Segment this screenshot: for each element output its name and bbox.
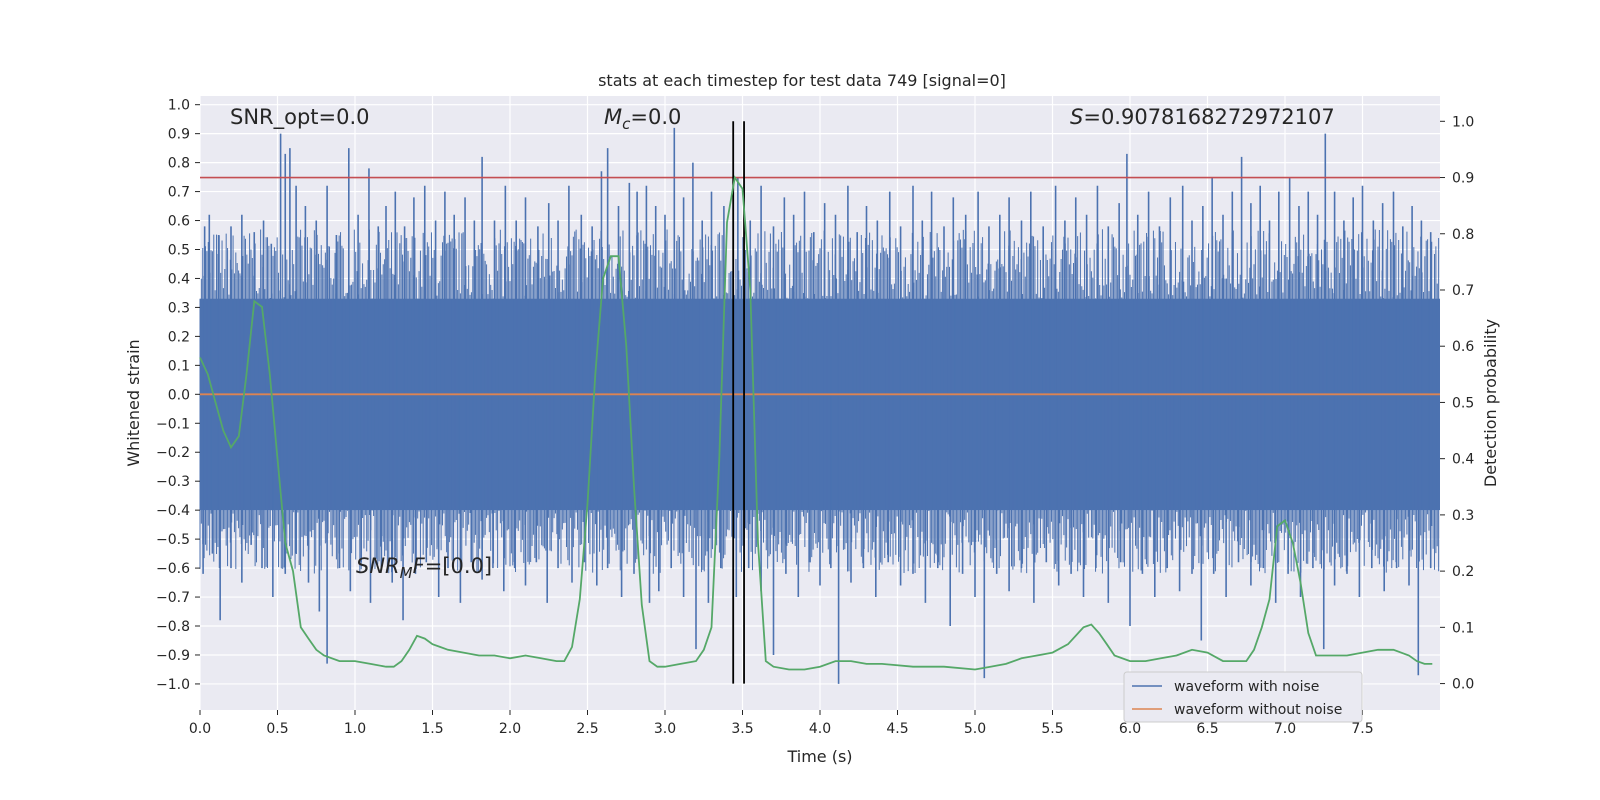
y-tick-label-16: −0.6	[156, 561, 190, 577]
x-tick-label-6: 3.0	[654, 721, 676, 737]
legend-box	[1123, 671, 1363, 723]
y-axis-ticks: 1.0 0.9 0.8 0.7 0.6 0.5 0.4 0.3 0.2 0.1 0.0 −0.1 −0.…	[156, 98, 200, 693]
x-tick-label-11: 5.5	[1041, 721, 1063, 737]
annotation-mc-symbol: M	[604, 105, 622, 129]
y-tick-label-19: −0.9	[156, 648, 190, 664]
y2-tick-label-6: 0.4	[1452, 452, 1474, 468]
y2-tick-label-0: 1.0	[1452, 114, 1474, 130]
annotation-mc-sub: c	[622, 115, 631, 133]
x-tick-label-3: 1.5	[421, 721, 443, 737]
x-tick-label-14: 7.0	[1274, 721, 1296, 737]
y-tick-label-6: 0.4	[168, 271, 190, 287]
annotation-snrmf-tail: F	[413, 554, 426, 578]
y-tick-label-17: −0.7	[156, 590, 190, 606]
waveform-with-noise-series	[199, 127, 1440, 684]
x-tick-label-10: 5.0	[964, 721, 986, 737]
x-axis-ticks: 0.0 0.5 1.0 1.5 2.0 2.5 3.0 3.5 4.0 4.5 5.0 5.5 6.0 6…	[189, 710, 1374, 737]
x-tick-label-9: 4.5	[886, 721, 908, 737]
y-tick-label-5: 0.5	[168, 243, 190, 259]
y2-tick-label-5: 0.5	[1452, 395, 1474, 411]
x-tick-label-7: 3.5	[731, 721, 753, 737]
y-tick-label-18: −0.8	[156, 619, 190, 635]
chart-title: stats at each timestep for test data 749…	[598, 71, 1006, 90]
y-tick-label-8: 0.2	[168, 329, 190, 345]
annotation-mc-value: =0.0	[630, 105, 681, 129]
detection-probability-line	[199, 175, 1433, 671]
y-tick-label-1: 0.9	[168, 127, 190, 143]
y2-tick-label-7: 0.3	[1452, 508, 1474, 524]
x-tick-label-1: 0.5	[266, 721, 288, 737]
x-tick-label-15: 7.5	[1351, 721, 1373, 737]
y-tick-label-10: 0.0	[168, 387, 190, 403]
annotation-snr-opt: SNR_opt=0.0	[230, 105, 370, 130]
y2-axis-ticks: 1.0 0.9 0.8 0.7 0.6 0.5 0.4 0.3 0.2 0.1 0.0	[1440, 114, 1474, 693]
y-tick-label-0: 1.0	[168, 98, 190, 114]
y-tick-label-9: 0.1	[168, 358, 190, 374]
y-tick-label-4: 0.6	[168, 214, 190, 230]
y2-tick-label-4: 0.6	[1452, 339, 1474, 355]
y2-tick-label-10: 0.0	[1452, 677, 1474, 693]
y2-tick-label-1: 0.9	[1452, 171, 1474, 187]
y2-tick-label-8: 0.2	[1452, 564, 1474, 580]
x-tick-label-2: 1.0	[344, 721, 366, 737]
y-tick-label-12: −0.2	[156, 445, 190, 461]
y2-axis-label: Detection probability	[1481, 319, 1500, 487]
x-tick-label-4: 2.0	[499, 721, 521, 737]
y-axis-label: Whitened strain	[124, 339, 143, 466]
legend: waveform with noise waveform without noi…	[1123, 671, 1363, 723]
x-axis-label: Time (s)	[786, 747, 852, 766]
legend-label-clean: waveform without noise	[1174, 702, 1342, 718]
x-tick-label-12: 6.0	[1119, 721, 1141, 737]
annotation-snr-mf: SNRMF=[0.0]	[356, 554, 492, 582]
legend-label-noise: waveform with noise	[1174, 679, 1319, 695]
annotation-s-value: =0.9078168272972107	[1083, 105, 1334, 129]
y2-tick-label-2: 0.8	[1452, 227, 1474, 243]
annotation-snrmf-symbol: SNR	[356, 554, 400, 578]
x-tick-label-13: 6.5	[1196, 721, 1218, 737]
y-tick-label-14: −0.4	[156, 503, 190, 519]
y-tick-label-7: 0.3	[168, 300, 190, 316]
y-tick-label-3: 0.7	[168, 185, 190, 201]
y-tick-label-2: 0.8	[168, 156, 190, 172]
annotation-snrmf-sub: M	[400, 564, 413, 582]
y-tick-label-13: −0.3	[156, 474, 190, 490]
x-tick-label-0: 0.0	[189, 721, 211, 737]
annotation-s-symbol: S	[1070, 105, 1083, 129]
y-tick-label-20: −1.0	[156, 677, 190, 693]
y-tick-label-11: −0.1	[156, 416, 190, 432]
annotation-s: S=0.9078168272972107	[1070, 105, 1335, 129]
detection-probability-series	[199, 175, 1433, 671]
y2-tick-label-3: 0.7	[1452, 283, 1474, 299]
x-tick-label-8: 4.0	[809, 721, 831, 737]
annotation-snrmf-value: =[0.0]	[425, 554, 492, 578]
x-tick-label-5: 2.5	[576, 721, 598, 737]
y-tick-label-15: −0.5	[156, 532, 190, 548]
annotation-mc: Mc=0.0	[604, 105, 681, 133]
y2-tick-label-9: 0.1	[1452, 620, 1474, 636]
